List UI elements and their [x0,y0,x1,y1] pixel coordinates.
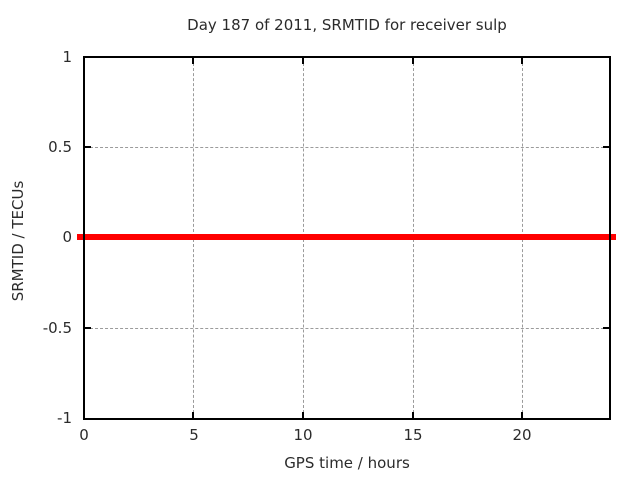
x-tick-label-5: 5 [189,426,199,444]
data-line-srmtid [77,234,616,240]
y-tick-label-neg1: -1 [57,409,72,427]
gridline-horizontal-neg0.5 [85,328,609,329]
x-tick-label-10: 10 [293,426,313,444]
x-tick-label-0: 0 [79,426,89,444]
y-tick-label-0: 0 [62,228,72,246]
y-tick-label-0.5: 0.5 [48,138,72,156]
chart-title: Day 187 of 2011, SRMTID for receiver sul… [187,16,507,34]
y-tick-label-neg0.5: -0.5 [42,319,72,337]
x-tick-label-20: 20 [512,426,532,444]
y-axis-label: SRMTID / TECUs [9,180,27,302]
y-tick-label-1: 1 [62,48,72,66]
x-tick-label-15: 15 [403,426,423,444]
x-axis-label: GPS time / hours [284,454,410,472]
gridline-horizontal-0.5 [85,147,609,148]
